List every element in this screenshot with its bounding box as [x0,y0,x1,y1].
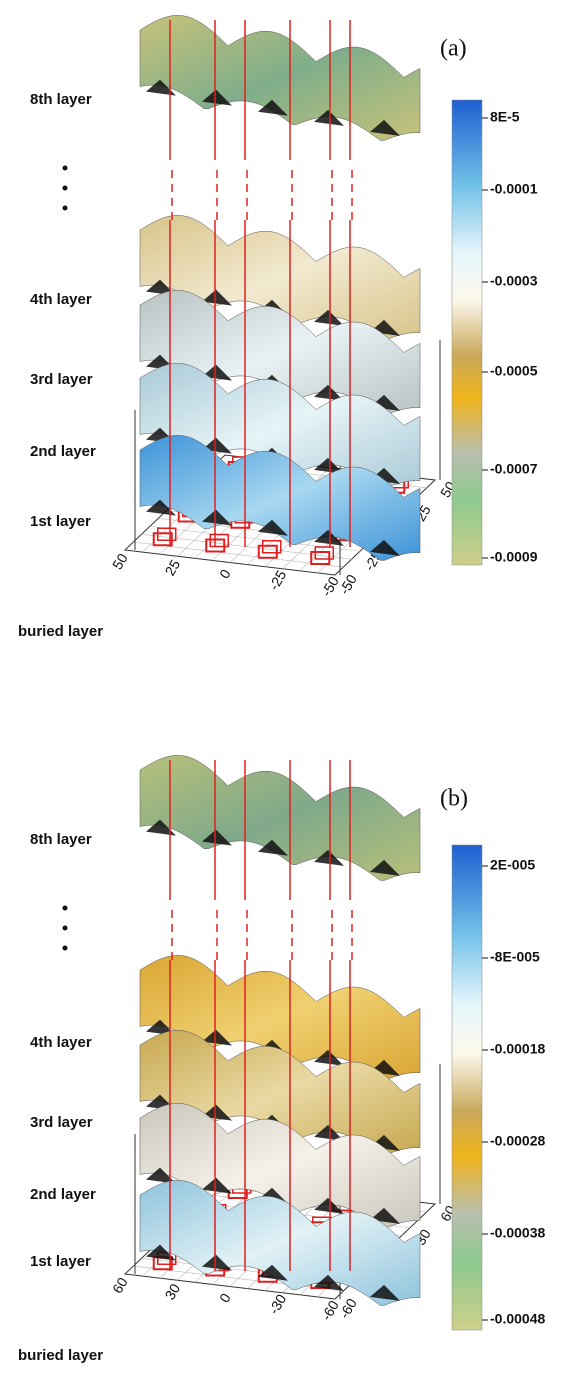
colorbar [452,845,482,1330]
layer-label: 8th layer [30,91,92,108]
x-tick-label: 0 [216,1290,234,1305]
ellipsis-dot [63,186,68,191]
x-tick-label: 60 [109,1274,131,1296]
layer-label: 2nd layer [30,443,96,460]
ellipsis-dot [63,166,68,171]
layer-label: 4th layer [30,291,92,308]
colorbar-label: 8E-5 [490,109,520,125]
y-tick-label: -50 [336,571,360,597]
x-tick-label: 50 [109,550,131,572]
colorbar [452,100,482,565]
y-tick-label: -60 [336,1295,360,1321]
x-tick-label: 0 [216,566,234,581]
colorbar-label: -0.0005 [490,363,538,379]
colorbar-label: -8E-005 [490,949,540,965]
ellipsis-dot [63,946,68,951]
ellipsis-dot [63,926,68,931]
colorbar-label: -0.00018 [490,1041,545,1057]
ellipsis-dot [63,906,68,911]
layer-label: buried layer [18,1347,103,1364]
colorbar-label: 2E-005 [490,857,535,873]
surface [140,755,420,880]
layer-label: buried layer [18,623,103,640]
x-tick-label: -30 [265,1291,289,1317]
x-tick-label: 25 [162,557,184,579]
colorbar-label: -0.00028 [490,1133,545,1149]
colorbar-label: -0.00038 [490,1225,545,1241]
colorbar-label: -0.0001 [490,181,538,197]
colorbar-label: -0.0003 [490,273,538,289]
colorbar-label: -0.0007 [490,461,538,477]
layer-label: 2nd layer [30,1186,96,1203]
layer-label: 8th layer [30,831,92,848]
x-tick-label: 30 [162,1281,184,1303]
panel-label: (b) [440,786,468,812]
panel-label: (a) [440,36,467,62]
colorbar-label: -0.00048 [490,1311,545,1327]
figure: (a)50250-25-50-50-25025508th layer4th la… [0,0,570,1376]
ellipsis-dot [63,206,68,211]
surface [140,15,420,140]
layer-label: 1st layer [30,513,91,530]
layer-label: 3rd layer [30,371,93,388]
layer-label: 3rd layer [30,1114,93,1131]
x-tick-label: -25 [265,567,289,593]
layer-label: 1st layer [30,1253,91,1270]
layer-label: 4th layer [30,1034,92,1051]
colorbar-label: -0.0009 [490,549,538,565]
